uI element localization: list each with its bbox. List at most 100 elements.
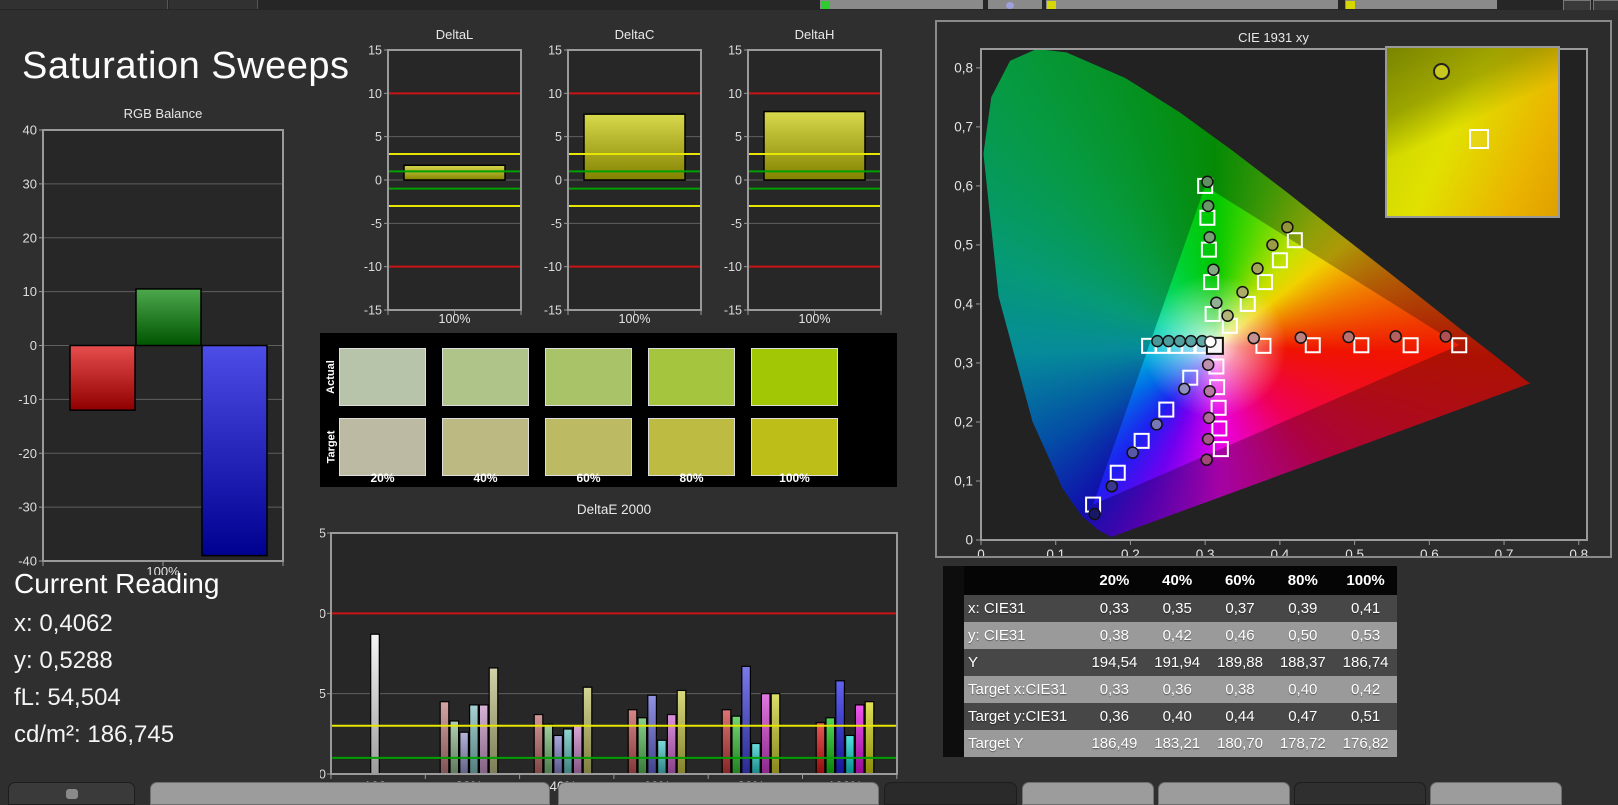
delta-l-chart[interactable]: -15 -10 -5 0 5 10 15 DeltaL 100%: [360, 25, 530, 326]
svg-text:-10: -10: [724, 260, 742, 274]
inset-measured-point: [1433, 63, 1451, 81]
target-swatch-20%: [339, 418, 426, 476]
table-cell: 0,39: [1288, 600, 1318, 617]
nav-button-3[interactable]: [558, 782, 879, 805]
swatch-col-label: 20%: [370, 471, 395, 485]
svg-text:0,3: 0,3: [954, 355, 973, 370]
table-cell: 0,53: [1350, 627, 1381, 644]
actual-swatch-80%: [648, 348, 735, 406]
nav-button-8[interactable]: [1430, 782, 1562, 805]
svg-text:10: 10: [728, 87, 742, 101]
svg-text:10: 10: [368, 87, 382, 101]
svg-text:20: 20: [23, 230, 37, 245]
table-row-label: Target y:CIE31: [968, 708, 1068, 725]
delta-e-2000-chart[interactable]: 05101510020%40%60%80%100%DeltaE 2000: [312, 498, 915, 800]
table-cell: 0,36: [1162, 681, 1192, 698]
svg-text:0: 0: [965, 533, 973, 548]
table-cell: 191,94: [1154, 654, 1201, 671]
svg-text:0,8: 0,8: [1569, 547, 1588, 556]
svg-text:100%: 100%: [619, 312, 651, 325]
table-cell: 0,46: [1225, 627, 1255, 644]
actual-swatch-20%: [339, 348, 426, 406]
svg-text:0: 0: [30, 338, 37, 353]
svg-text:15: 15: [320, 526, 326, 541]
top-tab-2[interactable]: [169, 0, 258, 9]
green-legend-square: [821, 1, 830, 9]
table-cell: 0,38: [1099, 627, 1129, 644]
reading-y: y: 0,5288: [14, 647, 113, 674]
svg-text:DeltaL: DeltaL: [436, 27, 474, 42]
svg-text:RGB Balance: RGB Balance: [124, 106, 203, 121]
table-cell: 0,42: [1350, 681, 1381, 698]
svg-text:5: 5: [320, 686, 326, 701]
svg-text:0,5: 0,5: [954, 237, 973, 252]
page-title: Saturation Sweeps: [22, 45, 350, 88]
svg-text:15: 15: [368, 44, 382, 58]
table-cell: 178,72: [1279, 735, 1326, 752]
svg-text:-5: -5: [551, 217, 562, 231]
rgb-balance-chart[interactable]: -40 -30 -20 -10 0 10 20 30 40 RGB Balance 100%: [0, 100, 300, 579]
nav-button-7[interactable]: [1294, 782, 1426, 805]
svg-text:-40: -40: [18, 554, 37, 569]
svg-text:15: 15: [728, 44, 742, 58]
table-row: x: CIE31 0,33 0,35 0,37 0,39 0,41: [943, 595, 1397, 622]
top-corner-box-2: [1593, 0, 1618, 10]
nav-button-2[interactable]: [150, 782, 550, 805]
cie-plot-area: [981, 49, 1587, 540]
svg-text:-30: -30: [18, 500, 37, 515]
inset-target-point: [1469, 128, 1490, 149]
top-clipped-toolbar: [0, 0, 1618, 10]
table-cell: 0,42: [1162, 627, 1192, 644]
table-header-cell: 20%: [1099, 572, 1130, 589]
table-cell: 0,40: [1162, 708, 1192, 725]
delta-h-chart[interactable]: -15 -10 -5 0 5 10 15 DeltaH 100%: [720, 25, 890, 326]
actual-swatch-60%: [545, 348, 632, 406]
svg-text:0,7: 0,7: [954, 119, 973, 134]
table-header-row: 20% 40% 60% 80% 100%: [943, 566, 1397, 595]
delta-c-chart[interactable]: -15 -10 -5 0 5 10 15 DeltaC 100%: [540, 25, 710, 326]
svg-text:-20: -20: [18, 446, 37, 461]
nav-button-1[interactable]: [8, 782, 135, 805]
svg-text:0,2: 0,2: [954, 414, 973, 429]
svg-text:0,1: 0,1: [1046, 547, 1065, 556]
table-cell: 186,49: [1091, 735, 1138, 752]
svg-text:DeltaE 2000: DeltaE 2000: [577, 502, 651, 517]
table-cell: 180,70: [1217, 735, 1263, 752]
table-header-cell: 40%: [1162, 572, 1193, 589]
actual-target-swatch-panel: Actual Target 20% 40% 60% 80% 100%: [320, 333, 897, 487]
swatch-col-label: 60%: [576, 471, 601, 485]
current-reading: Current Reading x: 0,4062 y: 0,5288 fL: …: [14, 568, 219, 749]
swatch-col-label: 40%: [473, 471, 498, 485]
target-swatch-80%: [648, 418, 735, 476]
svg-text:0,6: 0,6: [1420, 547, 1439, 556]
lavender-marker-dot: [1006, 2, 1014, 9]
table-row-label: Y: [968, 654, 979, 671]
nav-button-4[interactable]: [884, 782, 1017, 805]
svg-text:-5: -5: [371, 217, 382, 231]
nav-button-6[interactable]: [1158, 782, 1290, 805]
svg-text:5: 5: [555, 130, 562, 144]
svg-text:5: 5: [735, 130, 742, 144]
svg-text:0,4: 0,4: [954, 296, 973, 311]
table-cell: 0,38: [1225, 681, 1255, 698]
svg-text:0,6: 0,6: [954, 178, 973, 193]
table-row: Target Y 186,49 183,21 180,70 178,72 176,82: [943, 730, 1397, 757]
table-cell: 0,33: [1099, 681, 1129, 698]
svg-text:10: 10: [548, 87, 562, 101]
table-row: y: CIE31 0,38 0,42 0,46 0,50 0,53: [943, 622, 1397, 649]
table-header-cell: 60%: [1224, 572, 1255, 589]
svg-text:0,3: 0,3: [1196, 547, 1215, 556]
svg-text:5: 5: [375, 130, 382, 144]
nav-button-5[interactable]: [1022, 782, 1154, 805]
table-cell: 0,35: [1162, 600, 1192, 617]
target-swatch-100%: [751, 418, 838, 476]
svg-text:30: 30: [23, 176, 37, 191]
svg-text:-10: -10: [18, 392, 37, 407]
reading-fl: fL: 54,504: [14, 684, 121, 711]
svg-text:10: 10: [23, 284, 37, 299]
top-tab-1[interactable]: [0, 0, 168, 9]
swatch-col-label: 80%: [679, 471, 704, 485]
cie-1931-panel[interactable]: CIE 1931 xy 0 0,1 0,2 0,3 0,4 0,5 0,6 0,7 0,8 0 0,…: [935, 20, 1612, 558]
svg-text:-15: -15: [544, 304, 562, 318]
table-cell: 0,47: [1288, 708, 1318, 725]
